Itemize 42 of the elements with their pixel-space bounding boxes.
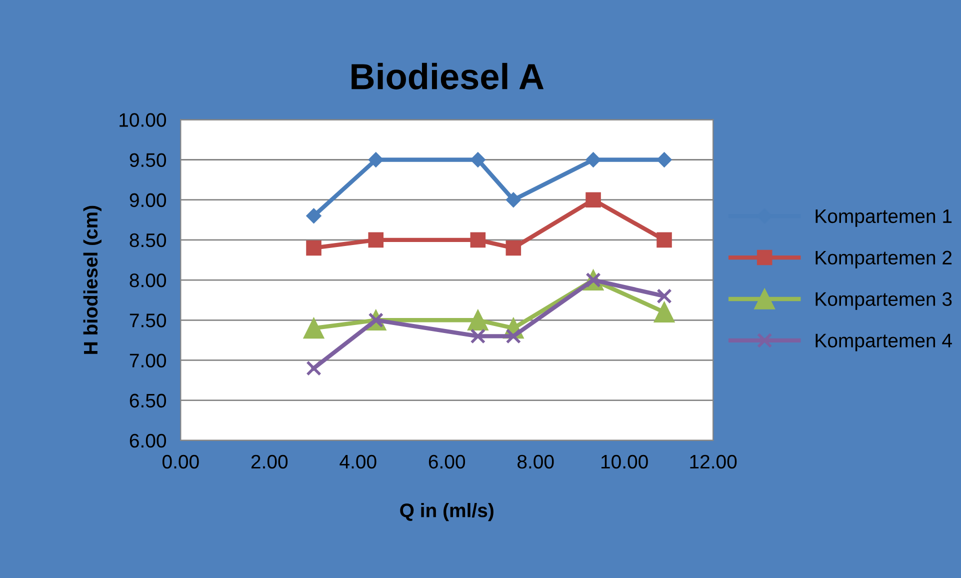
point (470, 152, 486, 168)
y-tick-label: 10.00 (120, 113, 166, 127)
y-tick-label: 9.50 (130, 153, 166, 167)
y-tick-label: 6.00 (130, 434, 166, 448)
legend-label: Kompartemen 3 (816, 292, 952, 310)
x-tick-label: 6.00 (428, 454, 466, 469)
point (368, 152, 384, 168)
y-tick-label: 7.50 (130, 314, 166, 328)
y-tick-label: 6.50 (130, 394, 166, 408)
point (586, 152, 601, 168)
x-tick-label: 2.00 (251, 454, 288, 469)
point (586, 192, 601, 208)
y-tick-label: 8.00 (130, 274, 166, 288)
y-axis-title: H biodiesel (cm) (83, 206, 102, 354)
point (506, 192, 521, 208)
point (368, 232, 384, 248)
point (656, 152, 672, 168)
x-tick-label: 0.00 (162, 454, 199, 469)
legend-label: Kompartemen 1 (816, 210, 952, 227)
x-tick-label: 4.00 (340, 454, 376, 469)
y-tick-label: 8.50 (130, 233, 166, 248)
point (506, 240, 522, 256)
point (468, 310, 488, 331)
point (306, 360, 322, 376)
x-tick-label: 10.00 (601, 454, 648, 469)
point (306, 208, 322, 224)
legend-label: Kompartemen 4 (816, 334, 952, 352)
point (656, 288, 672, 304)
point (654, 302, 675, 323)
legend-label: Kompartemen 2 (816, 250, 952, 268)
x-tick-label: 8.00 (518, 454, 554, 469)
point (656, 232, 672, 248)
point (470, 232, 486, 248)
x-axis-title: Q in (ml/s) (400, 503, 494, 522)
point (506, 328, 522, 344)
chart-title: Biodiesel A (352, 62, 544, 90)
y-tick-label: 9.00 (130, 193, 166, 208)
point (470, 328, 486, 344)
point (306, 240, 322, 256)
y-tick-label: 7.00 (130, 354, 166, 368)
x-tick-label: 12.00 (690, 454, 737, 469)
point (303, 318, 324, 339)
